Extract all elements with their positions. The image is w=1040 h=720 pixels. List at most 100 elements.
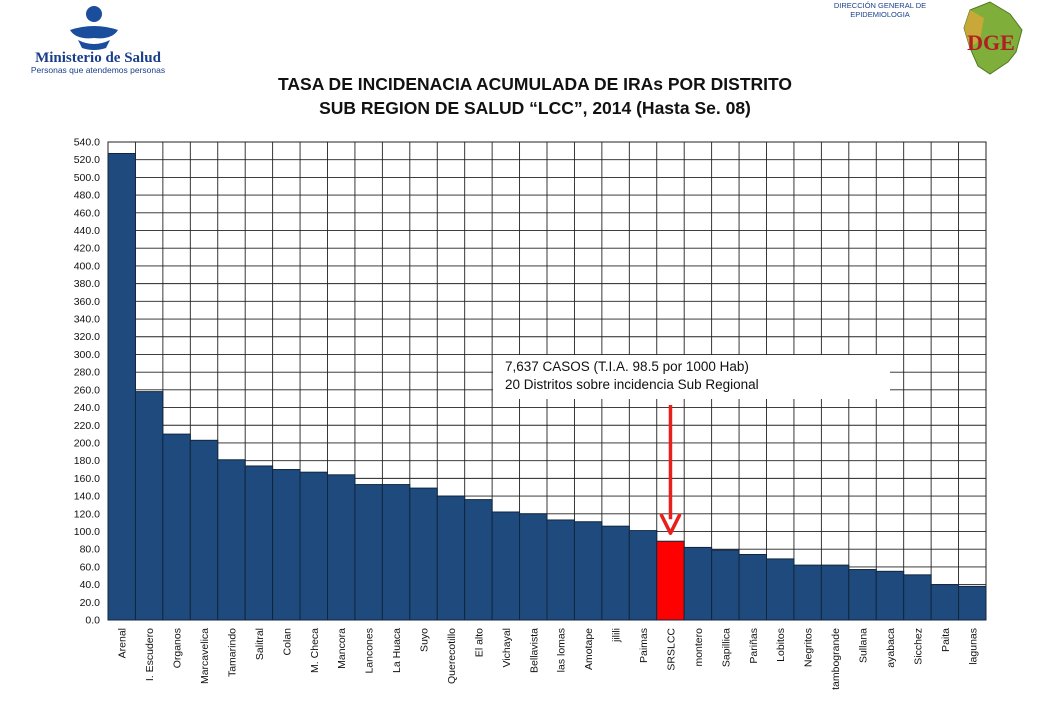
x-tick-label: Amotape [583,628,595,670]
highlight-arrow [659,405,682,535]
y-tick-label: 520.0 [74,154,100,166]
bar [820,564,850,621]
bar [738,553,767,621]
x-tick-label: jilili [611,628,623,643]
y-tick-label: 0.0 [85,615,100,627]
x-axis-ticks: Arenal I. Escudero Organos Marcavelica Tamar… [117,628,980,690]
bar [354,484,383,621]
bar [244,465,274,621]
bar [958,585,987,621]
bar [464,499,493,621]
bar [793,564,822,621]
y-tick-label: 40.0 [80,579,101,591]
x-tick-label: I. Escudero [144,628,156,681]
bar [601,525,630,621]
y-tick-label: 440.0 [74,225,100,237]
annotation-line-1: 7,637 CASOS (T.I.A. 98.5 por 1000 Hab) [505,359,749,374]
annotation-line-2: 20 Distritos sobre incidencia Sub Region… [505,377,759,392]
y-tick-label: 500.0 [74,172,100,184]
bar [436,495,466,621]
x-tick-label: montero [693,628,705,667]
bars [107,153,987,621]
svg-text:DGE: DGE [967,30,1015,55]
y-tick-label: 60.0 [80,561,101,573]
y-tick-label: 80.0 [80,544,101,556]
svg-text:EPIDEMIOLOGIA: EPIDEMIOLOGIA [850,10,910,19]
bar [766,558,795,621]
y-tick-label: 160.0 [74,473,100,485]
bar [546,519,575,621]
y-tick-label: 400.0 [74,260,100,272]
svg-text:Personas que atendemos persona: Personas que atendemos personas [31,65,165,75]
bar [217,459,246,621]
y-tick-label: 20.0 [80,597,101,609]
bar [903,574,932,621]
chart-subtitle: SUB REGION DE SALUD “LCC”, 2014 (Hasta S… [319,98,751,118]
bar [519,513,548,621]
x-tick-label: Marcavelica [199,628,211,684]
x-tick-label: M. Checa [309,628,321,673]
y-tick-label: 380.0 [74,278,100,290]
arrow-head [659,513,682,535]
bar [327,474,356,621]
bar [683,546,713,621]
x-tick-label: El alto [473,628,485,657]
bar [875,570,905,621]
x-tick-label: Mancora [336,628,348,669]
x-tick-label: Suyo [419,628,431,652]
y-tick-label: 220.0 [74,420,100,432]
y-tick-label: 280.0 [74,367,100,379]
bar [930,584,960,621]
bar [272,469,301,621]
x-tick-label: tambogrande [830,628,842,690]
x-tick-label: Sicchez [912,628,924,665]
y-tick-label: 360.0 [74,296,100,308]
x-tick-label: Salitral [254,628,266,660]
x-tick-label: Querecotillo [446,628,458,684]
bar [134,391,164,621]
x-tick-label: Sullana [858,628,870,663]
bar [573,521,603,621]
x-tick-label: Organos [172,628,184,668]
svg-text:DIRECCIÓN GENERAL DE: DIRECCIÓN GENERAL DE [834,1,926,10]
bar [491,511,521,621]
chart-title: TASA DE INCIDENACIA ACUMULADA DE IRAs PO… [278,74,792,94]
bar [107,153,136,621]
bar [299,471,328,621]
svg-text:Ministerio de Salud: Ministerio de Salud [35,50,162,66]
y-tick-label: 240.0 [74,402,100,414]
bar [711,549,740,621]
y-tick-label: 200.0 [74,437,100,449]
y-tick-label: 460.0 [74,207,100,219]
x-tick-label: Bellavista [528,628,540,673]
bar [162,433,191,621]
x-tick-label: ayabaca [885,628,897,668]
x-tick-label: Lobitos [775,628,787,662]
x-tick-label: SRSLCC [665,628,677,671]
ministerio-de-salud-logo: Ministerio de Salud Personas que atendem… [31,6,165,75]
bar [848,569,877,621]
x-tick-label: las lomas [556,628,568,672]
y-tick-label: 120.0 [74,508,100,520]
y-tick-label: 340.0 [74,314,100,326]
x-tick-label: Sapillica [720,628,732,667]
y-tick-label: 260.0 [74,384,100,396]
x-tick-label: Colan [281,628,293,656]
x-tick-label: lagunas [967,628,979,665]
x-tick-label: Paita [940,628,952,652]
bar [628,530,658,621]
x-tick-label: Vichayal [501,628,513,668]
x-tick-label: Lancones [364,628,376,674]
x-tick-label: Paimas [638,628,650,663]
y-tick-label: 300.0 [74,349,100,361]
x-tick-label: Pariñas [748,628,760,664]
x-tick-label: La Huaca [391,628,403,673]
y-tick-label: 480.0 [74,190,100,202]
bar [409,487,438,621]
bar [189,439,219,621]
y-tick-label: 180.0 [74,455,100,467]
y-axis-ticks: 0.0 20.0 40.0 60.0 80.0 100.0 120.0 140.0 160.0 1… [74,137,100,627]
x-tick-label: Tamarindo [226,628,238,677]
x-tick-label: Negritos [803,628,815,667]
bar [381,484,411,621]
